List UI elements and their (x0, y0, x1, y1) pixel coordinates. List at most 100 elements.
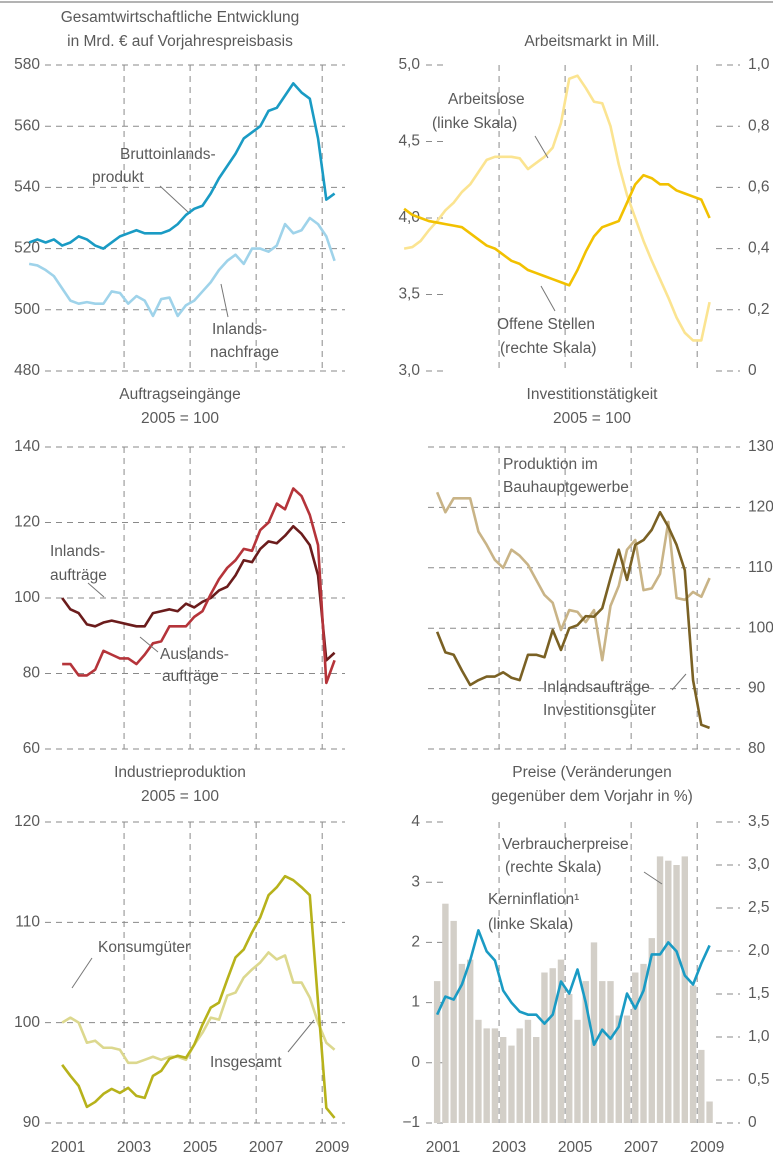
bar (615, 1015, 622, 1123)
x-tick-label: 2003 (117, 1139, 151, 1156)
y-tick-label: 540 (14, 178, 40, 195)
bar (623, 1015, 631, 1123)
bar (541, 972, 548, 1123)
series-label: Produktion im (503, 456, 598, 473)
chart-title: Auftragseingänge (119, 386, 241, 403)
chart-subtitle: in Mrd. € auf Vorjahrespreisbasis (67, 33, 293, 50)
x-tick-label: 2009 (315, 1139, 349, 1156)
y-tick-label: 3,5 (398, 286, 420, 303)
bar (483, 1028, 490, 1123)
line-series (435, 491, 711, 662)
bar (475, 1019, 482, 1123)
chart-subtitle: 2005 = 100 (553, 410, 631, 427)
line-series (62, 487, 336, 685)
y2-tick-label: 0,4 (748, 240, 770, 257)
series-label: aufträge (162, 668, 219, 685)
series-label: Auslands- (160, 646, 229, 663)
y-tick-label: 80 (23, 665, 41, 682)
bar (656, 856, 664, 1123)
series-label: Bruttoinlands- (120, 146, 216, 163)
bar (681, 856, 689, 1123)
bar (582, 981, 589, 1123)
series-label: Kerninflation¹ (488, 891, 579, 908)
y2-tick-label: 3,0 (748, 856, 770, 873)
y-tick-label: 130 (748, 438, 773, 455)
y-tick-label: 110 (15, 913, 40, 930)
series-label: (linke Skala) (432, 115, 517, 132)
y-tick-label: 580 (14, 56, 40, 73)
chart-title: Industrieproduktion (114, 764, 246, 781)
leader-line (71, 957, 93, 989)
y-tick-label: 520 (14, 240, 40, 257)
series-label: Inlandsaufträge (543, 679, 650, 696)
y2-tick-label: 2,5 (748, 899, 770, 916)
bar (516, 1028, 523, 1123)
y-tick-label: 90 (748, 680, 766, 697)
x-tick-label: 2005 (558, 1139, 592, 1156)
y2-tick-label: 0,2 (748, 301, 770, 318)
bar (689, 985, 697, 1123)
y-tick-label: 100 (748, 619, 773, 636)
y-tick-label: 90 (23, 1114, 41, 1131)
line-series (435, 929, 711, 1047)
bar (665, 860, 672, 1123)
y2-tick-label: 0 (748, 1114, 757, 1131)
line-series (403, 74, 711, 342)
y2-tick-label: 2,0 (748, 942, 770, 959)
bar (599, 981, 606, 1123)
leader-line (534, 135, 549, 159)
y-tick-label: 4,0 (398, 209, 420, 226)
bar (458, 963, 466, 1123)
y-tick-label: 0 (411, 1054, 420, 1071)
line-series (61, 524, 336, 662)
line-series (61, 874, 336, 1119)
series-label: (rechte Skala) (500, 340, 596, 357)
series-label: (linke Skala) (488, 916, 573, 933)
bar (648, 938, 655, 1123)
bar (706, 1101, 713, 1123)
chart-subtitle: gegenüber dem Vorjahr in %) (491, 788, 693, 805)
y2-tick-label: 1,5 (748, 985, 770, 1002)
line-series (61, 951, 336, 1065)
y-tick-label: 3,0 (398, 362, 420, 379)
series-label: nachfrage (210, 344, 279, 361)
leader-line (671, 673, 687, 691)
series-label: (rechte Skala) (505, 859, 601, 876)
bar (640, 963, 647, 1123)
x-tick-label: 2001 (426, 1139, 460, 1156)
y2-tick-label: 1,0 (748, 56, 770, 73)
y-tick-label: 100 (14, 589, 40, 606)
series-label: Arbeitslose (448, 91, 525, 108)
chart-title: Investitionstätigkeit (527, 386, 659, 403)
y-tick-label: 560 (14, 117, 40, 134)
x-tick-label: 2007 (624, 1139, 658, 1156)
line-series (28, 82, 336, 250)
y-tick-label: 5,0 (398, 56, 420, 73)
series-label: Inlands- (212, 321, 267, 338)
bar (442, 903, 449, 1123)
y2-tick-label: 0 (748, 362, 757, 379)
y2-tick-label: 0,6 (748, 178, 770, 195)
bar (632, 972, 639, 1123)
y-tick-label: 140 (14, 438, 40, 455)
bar (508, 1045, 515, 1123)
series-label: Konsumgüter (98, 939, 190, 956)
y-tick-label: 120 (14, 813, 40, 830)
bar (549, 968, 556, 1123)
bar (450, 920, 457, 1123)
y-tick-label: 480 (14, 362, 40, 379)
bar (524, 1019, 532, 1123)
chart-subtitle: 2005 = 100 (141, 410, 219, 427)
bar (466, 959, 474, 1123)
bar (491, 1028, 499, 1123)
leader-line (287, 1019, 315, 1053)
bar (566, 994, 573, 1123)
series-label: produkt (92, 169, 144, 186)
series-label: Offene Stellen (497, 316, 595, 333)
x-tick-label: 2003 (492, 1139, 526, 1156)
chart-subtitle: 2005 = 100 (141, 788, 219, 805)
bar (533, 1037, 540, 1123)
bar (574, 1019, 581, 1123)
leader-line (643, 871, 663, 885)
